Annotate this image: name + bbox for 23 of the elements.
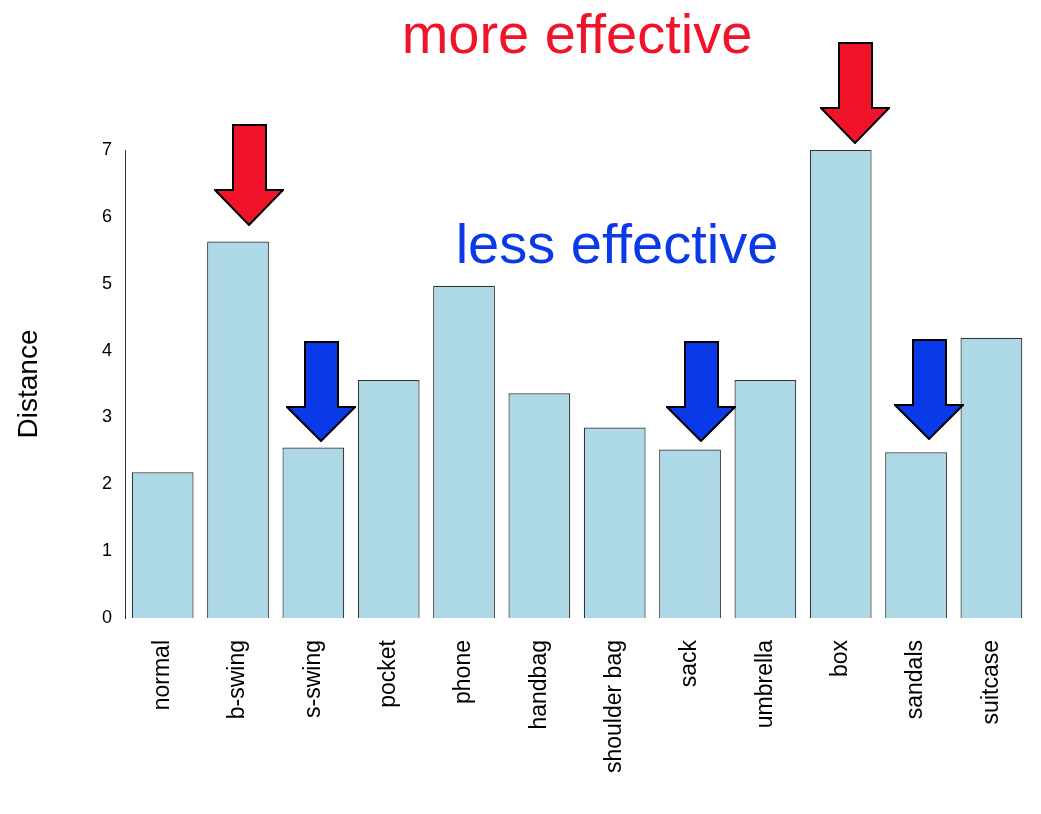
x-tick-label: handbag (524, 640, 551, 730)
x-tick-label: shoulder bag (600, 640, 627, 773)
y-tick-label: 0 (101, 606, 112, 627)
x-tick-label: s-swing (298, 640, 325, 718)
x-tick-label: sandals (901, 640, 928, 720)
x-tick-label: suitcase (976, 640, 1003, 725)
x-tick-label: phone (449, 640, 476, 704)
annotation: less effective (455, 212, 779, 276)
y-axis-title: Distance (11, 329, 43, 439)
y-tick-label: 3 (101, 406, 112, 427)
y-tick-label: 7 (101, 138, 112, 159)
x-tick-label: normal (148, 640, 175, 711)
y-tick-label: 1 (101, 540, 112, 561)
y-tick-label: 6 (101, 205, 112, 226)
y-tick-label: 5 (101, 272, 112, 293)
x-tick-label: sack (675, 639, 702, 688)
x-tick-label: box (826, 639, 853, 678)
y-tick-label: 4 (101, 339, 112, 360)
y-tick-label: 2 (101, 473, 112, 494)
text: more effective (401, 2, 753, 66)
x-tick-label: pocket (374, 639, 401, 708)
x-tick-label: b-swing (223, 640, 250, 720)
x-tick-label: umbrella (750, 639, 777, 729)
